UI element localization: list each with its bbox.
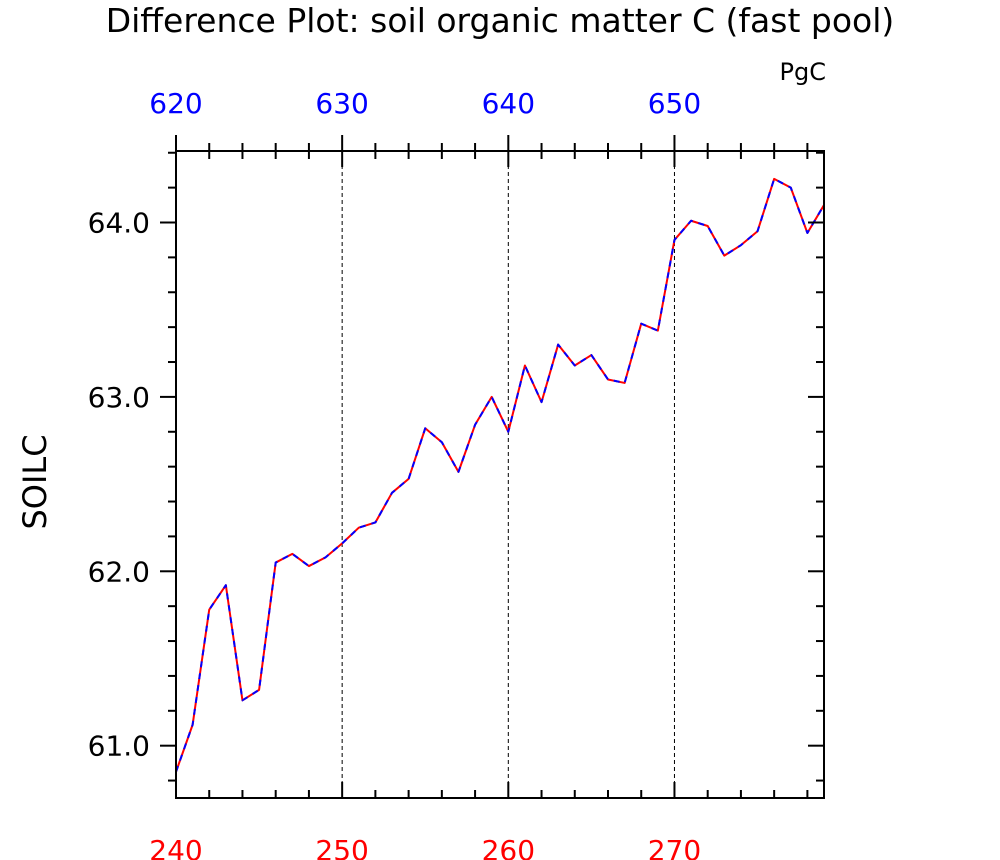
top-tick-label-640: 640 <box>482 87 535 120</box>
y-tick-label-63: 63.0 <box>88 381 150 414</box>
bottom-tick-label-250: 250 <box>315 834 368 860</box>
bottom-tick-label-240: 240 <box>149 834 202 860</box>
top-tick-label-650: 650 <box>648 87 701 120</box>
y-tick-label-64: 64.0 <box>88 207 150 240</box>
series-line-top <box>175 177 825 773</box>
bottom-tick-label-260: 260 <box>482 834 535 860</box>
bottom-tick-label-270: 270 <box>648 834 701 860</box>
y-tick-label-61: 61.0 <box>88 730 150 763</box>
top-tick-label-630: 630 <box>315 87 368 120</box>
chart-title: Difference Plot: soil organic matter C (… <box>106 1 895 40</box>
units-label: PgC <box>780 58 826 86</box>
y-tick-label-62: 62.0 <box>88 555 150 588</box>
grid-lines <box>341 151 675 798</box>
series-lines <box>175 177 825 773</box>
series-line-bottom <box>175 177 825 773</box>
axes: 240 250 260 270 620 630 640 650 61.0 62.0 63.0 64.0 <box>88 87 825 860</box>
plot-frame <box>175 150 825 799</box>
y-axis-label: SOILC <box>16 434 54 529</box>
top-tick-label-620: 620 <box>149 87 202 120</box>
